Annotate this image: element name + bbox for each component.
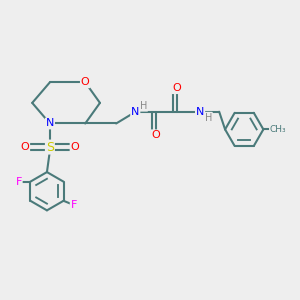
Text: H: H [140, 101, 147, 111]
Text: S: S [46, 141, 54, 154]
Text: O: O [172, 83, 181, 93]
Text: O: O [152, 130, 160, 140]
Text: O: O [20, 142, 29, 152]
Text: H: H [205, 112, 212, 123]
Text: O: O [70, 142, 79, 152]
Text: N: N [131, 107, 140, 117]
Text: N: N [196, 107, 204, 117]
Text: N: N [46, 118, 54, 128]
Text: F: F [70, 200, 77, 210]
Text: F: F [15, 177, 22, 187]
Text: O: O [81, 77, 90, 87]
Text: CH₃: CH₃ [270, 125, 286, 134]
